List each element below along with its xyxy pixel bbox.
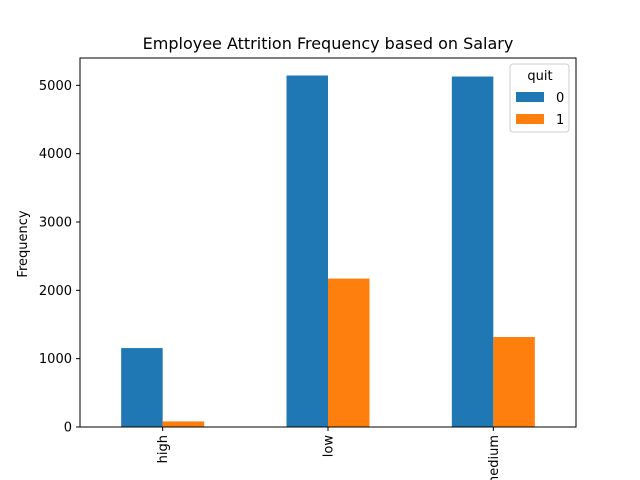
y-tick-label: 2000 [39,284,72,299]
y-tick-label: 0 [64,421,72,436]
y-tick-label: 5000 [39,79,72,94]
bar-high-series-1 [162,421,205,427]
legend-swatch-1 [516,114,544,124]
legend-title: quit [527,69,552,84]
bar-low-series-1 [328,278,370,427]
plot-frame [79,57,577,428]
bar-medium-series-1 [493,337,535,427]
x-tick-label: high [156,435,171,463]
bar-medium-series-0 [451,76,494,427]
legend-label-0: 0 [556,91,564,106]
legend: quit 01 [509,63,570,133]
legend-swatch-0 [516,92,544,102]
x-tick-label: low [322,435,337,458]
x-axis-ticks: high low medium [156,427,502,480]
bar-low-series-0 [286,75,328,427]
legend-entries: 01 [516,91,564,128]
legend-label-1: 1 [556,113,564,128]
x-tick-label: medium [487,435,502,480]
y-axis-ticks: 0 1000 2000 3000 4000 5000 [39,79,80,436]
bars-group [121,75,535,427]
bar-high-series-0 [121,348,163,427]
y-tick-label: 3000 [39,216,72,231]
y-axis-label: Frequency [16,210,31,277]
y-tick-label: 1000 [39,352,72,367]
y-tick-label: 4000 [39,147,72,162]
chart-title: Employee Attrition Frequency based on Sa… [143,34,514,53]
